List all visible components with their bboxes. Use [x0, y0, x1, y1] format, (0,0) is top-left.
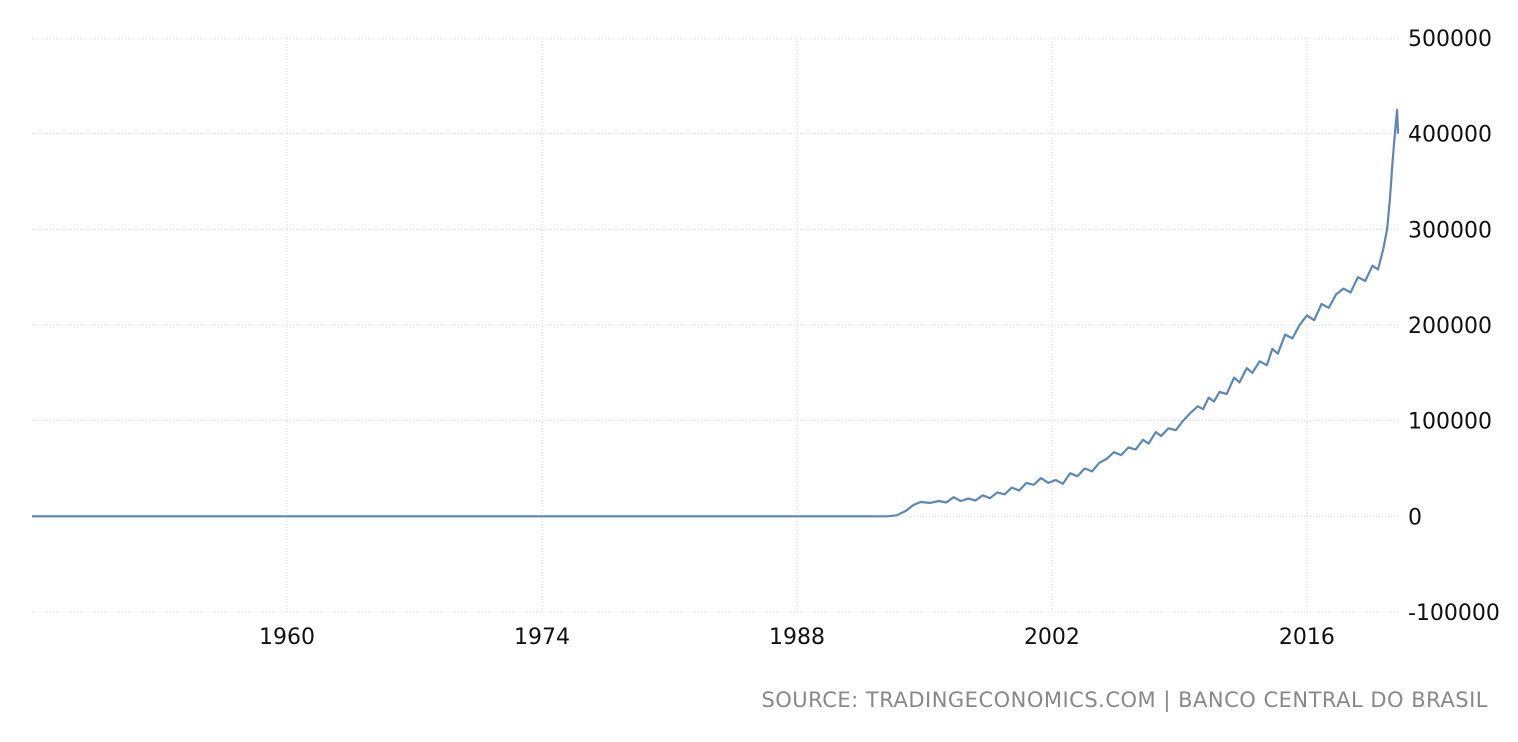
- x-tick-label: 2016: [1279, 625, 1335, 650]
- y-tick-label: 500000: [1408, 27, 1492, 52]
- y-tick-label: 100000: [1408, 410, 1492, 435]
- vertical-gridlines: [286, 38, 1308, 612]
- y-tick-label: 200000: [1408, 314, 1492, 339]
- x-tick-label: 1960: [259, 625, 315, 650]
- x-axis-labels: 1960 1974 1988 2002 2016: [259, 625, 1335, 650]
- y-tick-label: -100000: [1408, 601, 1500, 626]
- horizontal-gridlines: [32, 37, 1398, 613]
- source-attribution: SOURCE: TRADINGECONOMICS.COM | BANCO CEN…: [761, 688, 1488, 712]
- x-tick-label: 2002: [1024, 625, 1080, 650]
- series-layer: [32, 108, 1400, 518]
- y-axis-labels: 500000 400000 300000 200000 100000 0 -100000: [1408, 27, 1500, 626]
- x-tick-label: 1988: [769, 625, 825, 650]
- y-tick-label: 400000: [1408, 123, 1492, 148]
- y-tick-label: 0: [1408, 505, 1422, 530]
- x-tick-label: 1974: [514, 625, 570, 650]
- series-line: [32, 108, 1400, 518]
- y-tick-label: 300000: [1408, 218, 1492, 243]
